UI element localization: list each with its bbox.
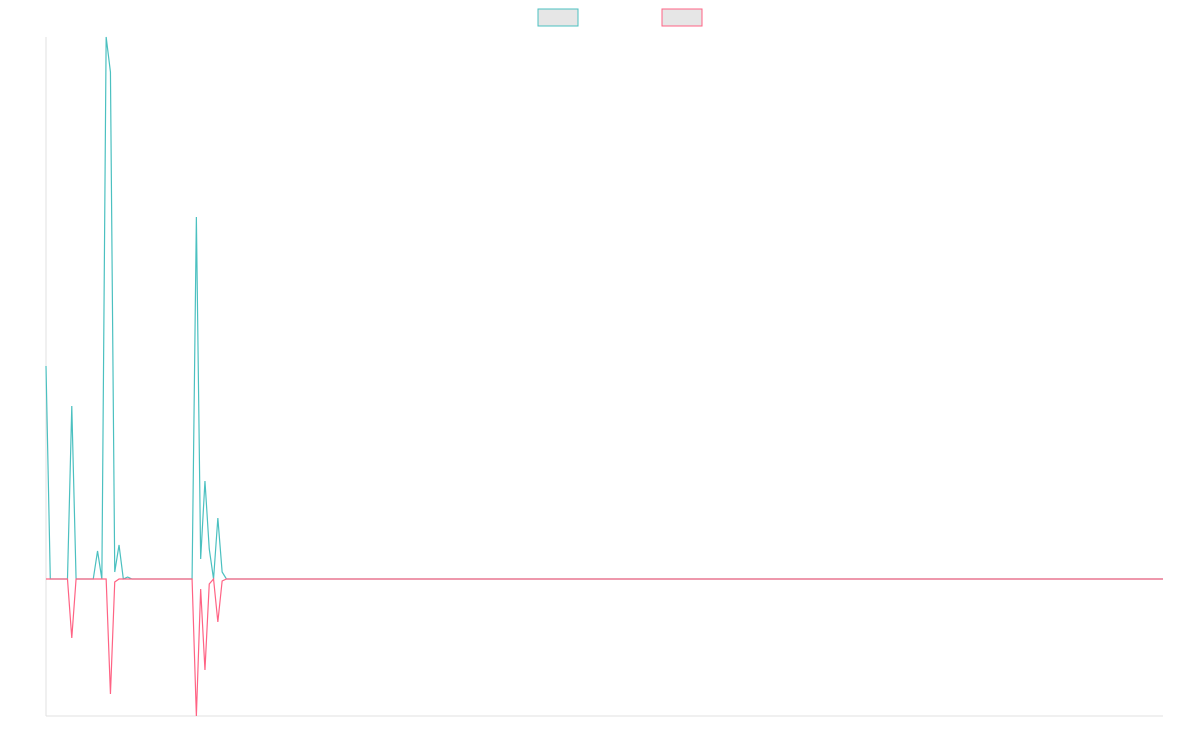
legend-swatch [661, 8, 703, 27]
series-line [46, 577, 1163, 717]
series-line [45, 36, 1163, 580]
legend-swatch [537, 8, 579, 27]
